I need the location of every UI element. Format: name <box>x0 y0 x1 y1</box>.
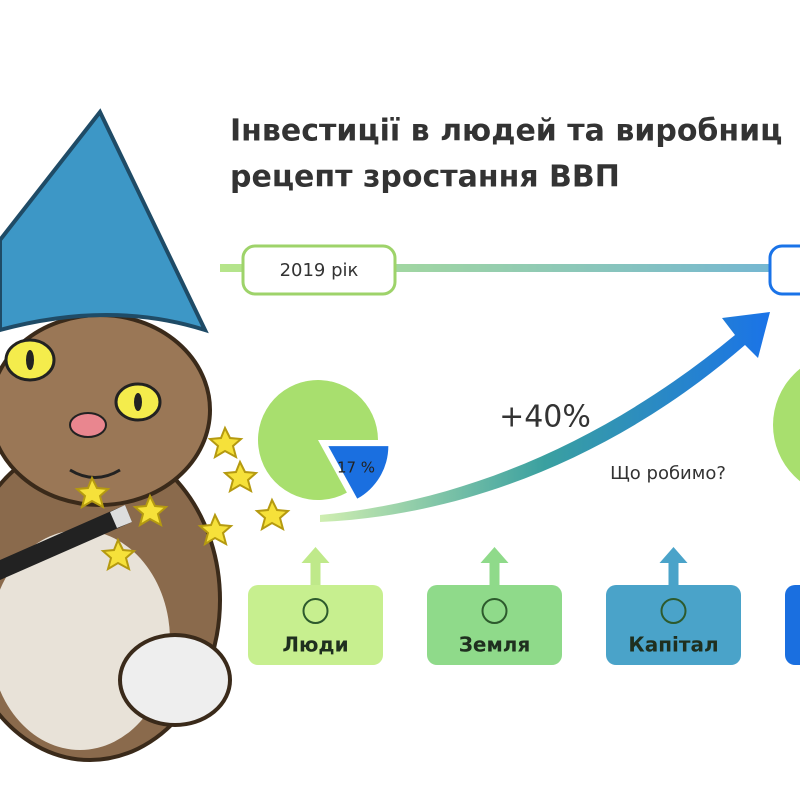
factor-label: Капітал <box>628 633 718 657</box>
pie-slice <box>328 446 389 499</box>
year-pill <box>241 244 397 296</box>
factor-box <box>785 585 800 665</box>
factor-icon <box>302 598 329 624</box>
factor-box <box>248 585 383 665</box>
factor-box <box>427 585 562 665</box>
up-arrow <box>480 547 509 585</box>
pie-rest <box>258 380 378 501</box>
factor-label: Земля <box>459 633 531 657</box>
timeline <box>220 264 800 272</box>
cat-illustration <box>0 108 291 762</box>
growth-label: +40% <box>499 400 591 435</box>
title-line: рецепт зростання ВВП <box>230 160 620 195</box>
factors: ЛюдиЗемляКапіталТ <box>248 547 800 665</box>
question: Що робимо? <box>610 463 726 484</box>
factor-icon <box>481 598 508 624</box>
factor-box <box>606 585 741 665</box>
year-pill <box>768 244 800 296</box>
up-arrow <box>659 547 688 585</box>
factor-label: Люди <box>282 633 348 657</box>
factor-icon <box>660 598 687 624</box>
pie: 17 % <box>258 380 389 501</box>
title-line: Інвестиції в людей та виробниц <box>230 114 782 149</box>
pie-label: 17 % <box>337 459 375 477</box>
up-arrow <box>301 547 330 585</box>
year-label: 2019 рік <box>280 260 359 281</box>
pie-right <box>773 368 800 482</box>
